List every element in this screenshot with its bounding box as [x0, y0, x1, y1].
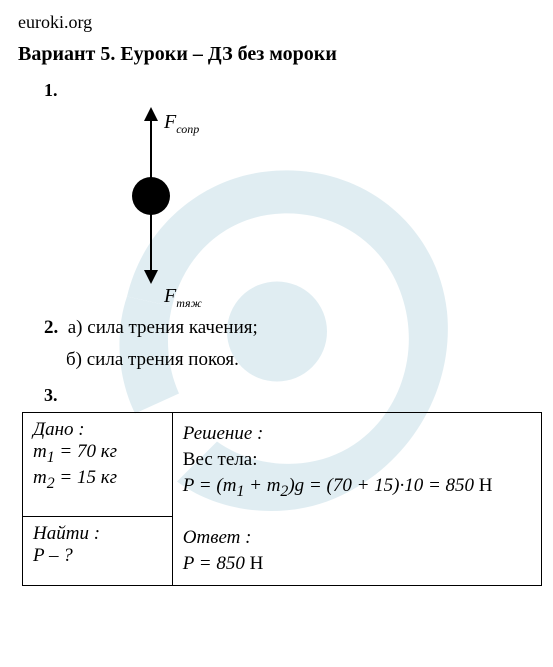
find-label: Найти : [33, 523, 162, 545]
item-2-a: 2. а) сила трения качения; [44, 317, 535, 339]
force-label-bot: Fтяж [164, 285, 202, 311]
solution-cell: Решение : Вес тела: P = (m1 + m2)g = (70… [172, 413, 541, 586]
arrow-up [150, 109, 152, 179]
solution-label: Решение : [183, 423, 531, 445]
arrow-down [150, 204, 152, 282]
given-m1: m1 = 70 кг [33, 441, 162, 467]
item-2-b: б) сила трения покоя. [66, 349, 535, 371]
answer-label: Ответ : [183, 527, 531, 549]
force-diagram: Fсопр Fтяж [118, 109, 535, 309]
given-label: Дано : [33, 419, 162, 441]
item-1-number: 1. [44, 80, 535, 101]
formula: P = (m1 + m2)g = (70 + 15)·10 = 850 Н [183, 475, 531, 501]
site-url: euroki.org [18, 12, 535, 33]
page-title: Вариант 5. Еуроки – ДЗ без мороки [18, 43, 535, 66]
given-m2: m2 = 15 кг [33, 467, 162, 493]
find-p: P – ? [33, 545, 162, 567]
solution-table: Дано : m1 = 70 кг m2 = 15 кг Решение : В… [22, 412, 542, 586]
answer-value: P = 850 Н [183, 553, 531, 575]
item-3-number: 3. [44, 385, 535, 406]
find-cell: Найти : P – ? [23, 517, 173, 586]
force-label-top: Fсопр [164, 111, 199, 137]
given-cell: Дано : m1 = 70 кг m2 = 15 кг [23, 413, 173, 517]
weight-label: Вес тела: [183, 449, 531, 471]
